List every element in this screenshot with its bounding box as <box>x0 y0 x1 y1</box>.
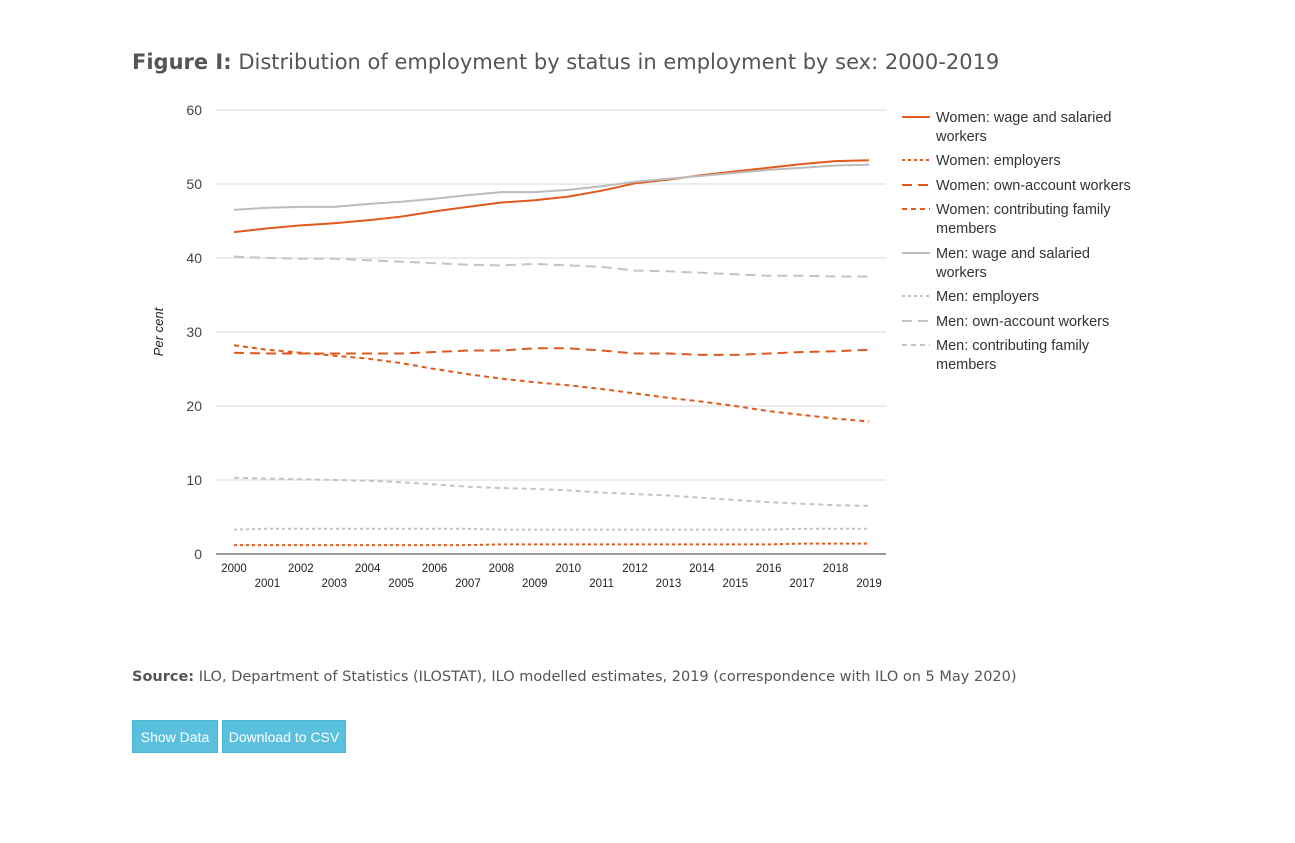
legend-label: Men: wage and salaried workers <box>935 246 1090 281</box>
series-line-2 <box>233 347 870 356</box>
x-tick-label: 2008 <box>489 563 515 575</box>
x-tick-label: 2003 <box>321 578 347 590</box>
source-note: Source: ILO, Department of Statistics (I… <box>132 669 1017 685</box>
figure-title: Figure I: Distribution of employment by … <box>132 50 999 74</box>
x-tick-label: 2001 <box>255 578 281 590</box>
x-tick-label: 2013 <box>656 578 682 590</box>
legend-label: Men: employers <box>936 289 1039 305</box>
x-tick-label: 2010 <box>555 563 581 575</box>
source-text: ILO, Department of Statistics (ILOSTAT),… <box>198 669 1017 685</box>
x-tick-label: 2016 <box>756 563 782 575</box>
series-line-0 <box>233 159 870 234</box>
x-tick-label: 2015 <box>723 578 749 590</box>
series-line-6 <box>233 255 869 278</box>
source-prefix: Source: <box>132 669 195 685</box>
x-tick-label: 2019 <box>856 578 882 590</box>
series-line-3 <box>233 344 870 423</box>
legend: Women: wage and salaried workers Women: em… <box>902 110 1131 373</box>
x-tick-label: 2007 <box>455 578 481 590</box>
series-line-4 <box>233 163 870 211</box>
figure-title-text: Distribution of employment by status in … <box>238 50 1000 74</box>
series-line-5 <box>233 527 869 531</box>
y-axis-title: Per cent <box>151 306 166 356</box>
y-tick-label: 20 <box>186 398 202 414</box>
x-tick-label: 2011 <box>589 578 614 590</box>
y-tick-label: 0 <box>194 546 202 562</box>
y-tick-label: 50 <box>186 176 202 192</box>
x-tick-label: 2005 <box>388 578 414 590</box>
legend-label: Men: contributing family members <box>936 338 1090 373</box>
y-tick-label: 60 <box>186 102 202 118</box>
x-tick-label: 2012 <box>622 563 648 575</box>
x-tick-label: 2006 <box>422 563 448 575</box>
x-tick-label: 2009 <box>522 578 548 590</box>
x-tick-label: 2002 <box>288 563 314 575</box>
legend-label: Women: contributing family members <box>936 202 1111 237</box>
y-tick-label: 10 <box>186 472 202 488</box>
download-csv-button[interactable]: Download to CSV <box>222 720 346 753</box>
series-line-1 <box>234 542 869 547</box>
legend-label: Men: own-account workers <box>936 314 1109 330</box>
series-line-7 <box>233 476 870 507</box>
x-tick-label: 2000 <box>221 563 247 575</box>
x-tick-label: 2017 <box>789 578 815 590</box>
legend-label: Women: own-account workers <box>936 178 1131 194</box>
x-tick-label: 2018 <box>823 563 849 575</box>
legend-label: Women: wage and salaried workers <box>935 110 1111 145</box>
x-tick-label: 2014 <box>689 563 715 575</box>
y-tick-label: 30 <box>186 324 202 340</box>
y-tick-label: 40 <box>186 250 202 266</box>
x-tick-label: 2004 <box>355 563 381 575</box>
legend-label: Women: employers <box>936 153 1061 169</box>
figure-title-prefix: Figure I: <box>132 50 232 74</box>
show-data-button[interactable]: Show Data <box>132 720 218 753</box>
